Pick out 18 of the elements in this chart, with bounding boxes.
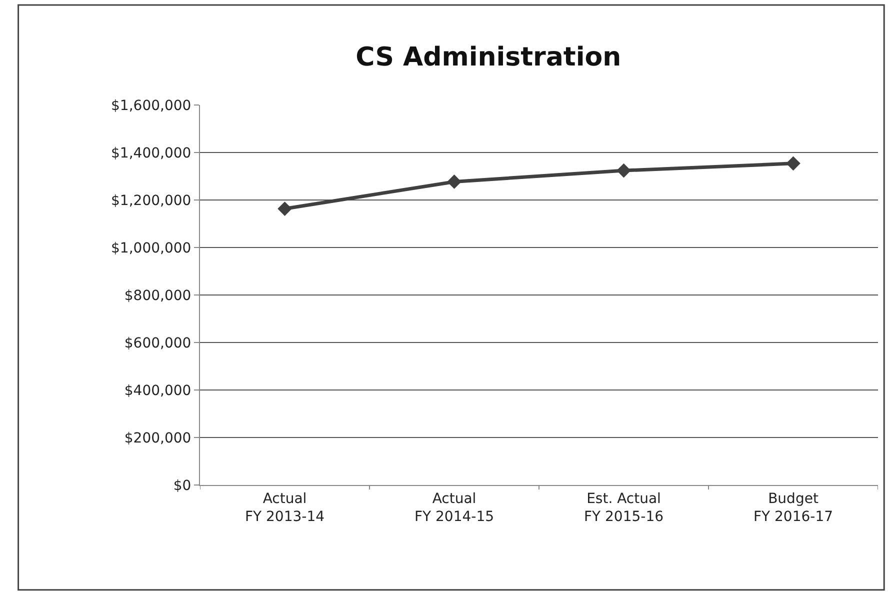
y-tick-label: $800,000 [124,288,192,304]
y-tick-label: $1,400,000 [111,145,192,162]
chart-title: CS Administration [356,42,622,72]
x-tick-label: Est. Actual FY 2015-16 [584,490,664,525]
y-tick-label: $0 [173,478,192,494]
y-tick-label: $1,200,000 [111,192,192,209]
point [616,163,631,178]
y-tick-label: $1,600,000 [111,98,192,114]
point [278,202,292,216]
point [786,156,800,171]
y-tick-label: $400,000 [124,382,192,399]
y-tick-label: $1,000,000 [111,240,192,256]
point [447,174,462,189]
y-tick-label: $600,000 [124,335,192,352]
y-tick-label: $200,000 [124,430,192,446]
x-tick-label: Actual FY 2014-15 [414,490,494,525]
x-tick-label: Actual FY 2013-14 [244,490,325,525]
x-tick-label: Budget FY 2016-17 [753,490,834,525]
